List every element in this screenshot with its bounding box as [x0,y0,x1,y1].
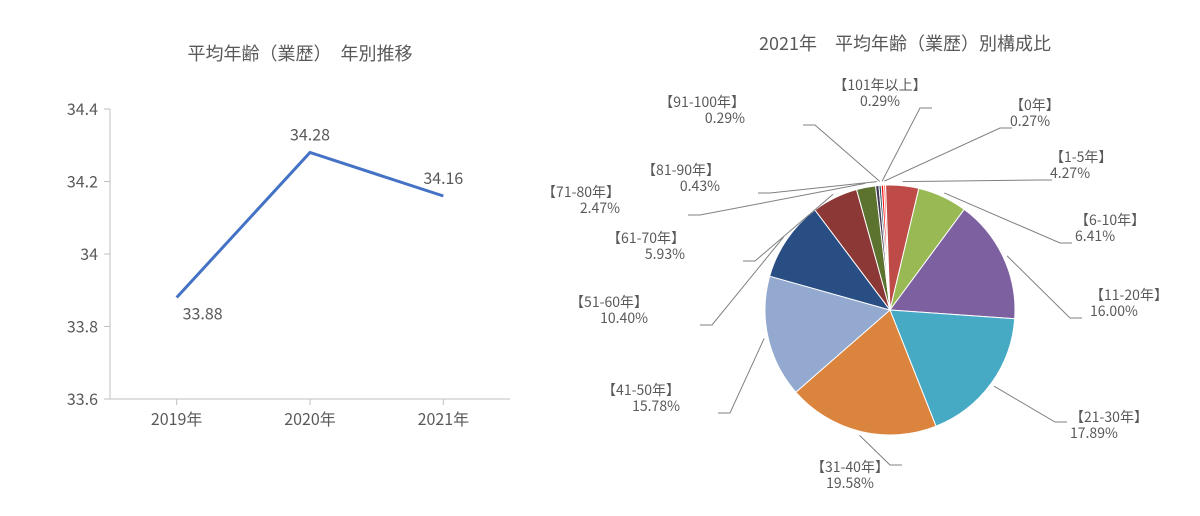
svg-text:34: 34 [80,241,98,265]
pie-slice-label: 【51-60年】10.40% [570,292,648,328]
line-point-label: 33.88 [183,301,223,325]
line-chart-title: 平均年齢（業歴） 年別推移 [40,40,560,66]
pie-slice-label: 【41-50年】15.78% [602,380,680,416]
pie-slice-label: 【61-70年】5.93% [607,228,685,264]
pie-slice-label: 【0年】0.27% [1010,95,1060,131]
pie-slice [881,185,890,310]
pie-slice [770,210,890,310]
pie-slice-label: 【6-10年】6.41% [1075,210,1145,246]
pie-leader [884,128,1012,181]
pie-slice-label: 【91-100年】0.29% [659,92,745,128]
pie-slice [876,185,890,310]
pie-leader [860,435,902,465]
pie-leader [803,125,880,181]
pie-leader [882,108,932,181]
pie-leader [758,182,877,193]
pie-slice [765,276,890,392]
pie-slice-label: 【81-90年】0.43% [642,160,720,196]
pie-slice [879,185,890,310]
line-point-label: 34.16 [423,165,463,189]
pie-slice-label: 【21-30年】17.89% [1070,407,1148,443]
pie-slice-label: 【101年以上】0.29% [833,75,926,111]
pie-chart-title: 2021年 平均年齢（業歴）別構成比 [670,30,1140,56]
pie-slice [883,185,890,310]
line-chart: 33.6 33.8 34 34.2 34.4 2019年 2020年 2021年 33.88 34… [40,72,560,432]
pie-slice [890,310,1015,426]
svg-text:2021年: 2021年 [418,406,470,430]
pie-slice-label: 【11-20年】16.00% [1090,285,1168,321]
line-point-label: 34.28 [290,122,330,146]
svg-text:2020年: 2020年 [284,406,336,430]
pie-slice [890,209,1015,318]
pie-leader [700,237,784,325]
pie-slice-label: 【31-40年】19.58% [811,457,889,493]
pie-slice [886,185,919,310]
pie-leader [743,194,833,261]
pie-leader [1007,256,1082,318]
svg-text:34.2: 34.2 [67,169,98,193]
pie-slice [815,190,890,310]
svg-text:33.6: 33.6 [67,386,98,410]
pie-leader [718,338,764,413]
pie-leader [994,386,1067,422]
line-series [177,153,444,298]
pie-slice-label: 【1-5年】4.27% [1050,147,1112,183]
pie-leader [688,183,865,215]
pie-slice [796,310,936,435]
svg-text:33.8: 33.8 [67,314,98,338]
pie-leader [903,180,1052,182]
pie-slice [857,186,890,310]
pie-leader [944,193,1072,243]
svg-text:2019年: 2019年 [151,406,203,430]
svg-text:34.4: 34.4 [67,96,98,120]
pie-slice [890,188,964,310]
